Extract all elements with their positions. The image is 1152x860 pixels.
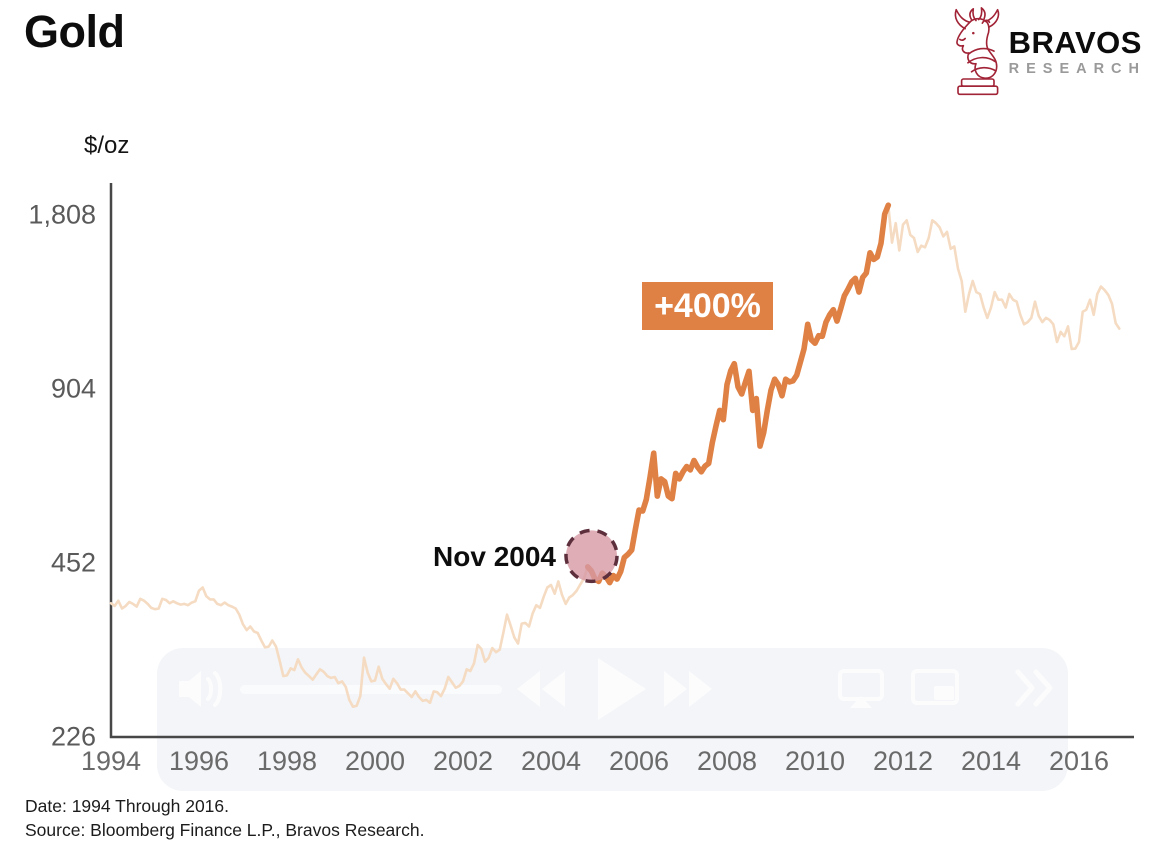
x-tick-label: 2014 xyxy=(960,746,1022,776)
bull-icon xyxy=(954,7,999,96)
x-tick-label: 2002 xyxy=(432,746,494,776)
footer: Date: 1994 Through 2016. Source: Bloombe… xyxy=(25,794,424,842)
annotation-label: Nov 2004 xyxy=(433,541,556,572)
fast-forward-icon[interactable] xyxy=(657,666,719,712)
x-tick-label: 2016 xyxy=(1048,746,1110,776)
x-tick-label: 2006 xyxy=(608,746,670,776)
airplay-icon[interactable] xyxy=(837,668,885,710)
brand-logo: BRAVOS RESEARCH xyxy=(949,6,1146,98)
scrub-bar[interactable] xyxy=(240,685,502,694)
y-tick-label: 226 xyxy=(50,721,96,752)
x-tick-label: 1994 xyxy=(80,746,142,776)
price-line-highlight xyxy=(584,202,892,586)
x-tick-label: 1998 xyxy=(256,746,318,776)
date-note: Date: 1994 Through 2016. xyxy=(25,796,230,816)
y-tick-label: 1,808 xyxy=(28,199,96,230)
x-tick-label: 1996 xyxy=(168,746,230,776)
x-tick-label: 2010 xyxy=(784,746,846,776)
page-title: Gold xyxy=(24,6,125,57)
next-chevrons-icon[interactable] xyxy=(1012,668,1056,708)
nov-2004-marker xyxy=(564,528,619,584)
brand-sub: RESEARCH xyxy=(1008,61,1146,78)
rewind-icon[interactable] xyxy=(510,666,572,712)
source-note: Source: Bloomberg Finance L.P., Bravos R… xyxy=(25,820,425,840)
brand-text: BRAVOS RESEARCH xyxy=(1008,24,1146,78)
picture-in-picture-icon[interactable] xyxy=(910,668,962,708)
x-tick-label: 2000 xyxy=(344,746,406,776)
x-tick-label: 2004 xyxy=(520,746,582,776)
volume-icon[interactable] xyxy=(175,664,229,714)
gain-badge: +400% xyxy=(642,282,773,330)
brand-name: BRAVOS xyxy=(1008,24,1142,60)
axis-lines xyxy=(109,183,1134,739)
price-line-full xyxy=(109,203,1121,709)
x-tick-label: 2012 xyxy=(872,746,934,776)
y-axis-title: $/oz xyxy=(84,132,130,159)
x-tick-label: 2008 xyxy=(696,746,758,776)
y-tick-label: 904 xyxy=(50,373,96,404)
y-tick-label: 452 xyxy=(50,547,96,578)
video-controls-overlay xyxy=(157,648,1068,791)
play-icon[interactable] xyxy=(592,656,650,722)
